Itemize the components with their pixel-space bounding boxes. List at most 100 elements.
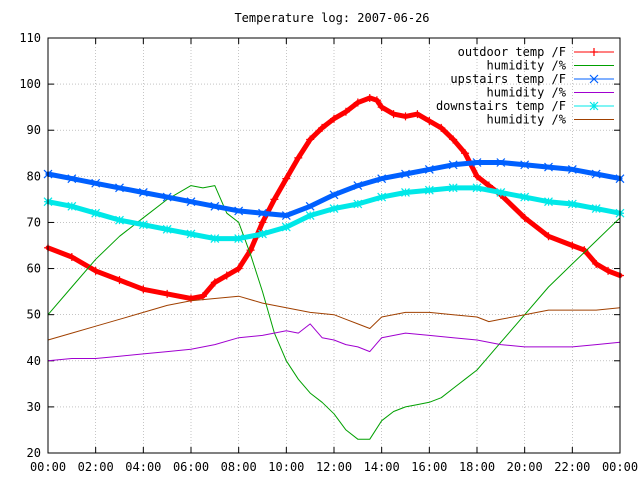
y-tick-label: 40 bbox=[27, 354, 41, 368]
x-tick-label: 00:00 bbox=[30, 460, 66, 474]
y-tick-label: 100 bbox=[19, 77, 41, 91]
x-tick-label: 06:00 bbox=[173, 460, 209, 474]
y-tick-label: 90 bbox=[27, 123, 41, 137]
data-point bbox=[186, 197, 196, 207]
data-point bbox=[198, 292, 207, 301]
y-tick-label: 30 bbox=[27, 400, 41, 414]
data-point bbox=[234, 234, 244, 244]
data-point bbox=[544, 162, 553, 172]
x-tick-label: 08:00 bbox=[221, 460, 257, 474]
data-point bbox=[401, 112, 410, 121]
data-point bbox=[567, 164, 577, 174]
data-point bbox=[138, 188, 148, 197]
y-tick-label: 80 bbox=[27, 169, 41, 183]
data-point bbox=[210, 278, 219, 287]
x-tick-label: 20:00 bbox=[507, 460, 543, 474]
data-point bbox=[377, 192, 387, 202]
data-point bbox=[162, 192, 172, 202]
data-point bbox=[365, 93, 374, 102]
data-point bbox=[401, 188, 410, 197]
data-point bbox=[520, 192, 530, 202]
data-point bbox=[91, 266, 100, 275]
data-point bbox=[413, 110, 422, 119]
data-point bbox=[341, 107, 350, 116]
legend-entry: humidity /% bbox=[487, 86, 614, 100]
data-point bbox=[318, 123, 327, 132]
data-point bbox=[591, 169, 601, 179]
data-point bbox=[258, 218, 267, 227]
data-point bbox=[353, 181, 363, 190]
x-tick-label: 00:00 bbox=[602, 460, 638, 474]
data-point bbox=[305, 211, 315, 220]
data-point bbox=[330, 114, 338, 123]
data-point bbox=[234, 206, 244, 216]
data-point bbox=[591, 204, 601, 214]
data-point bbox=[270, 195, 279, 204]
y-tick-label: 20 bbox=[27, 446, 41, 460]
series-line bbox=[47, 323, 621, 362]
legend-entry: humidity /% bbox=[487, 59, 614, 73]
y-tick-label: 60 bbox=[27, 262, 41, 276]
x-tick-label: 16:00 bbox=[411, 460, 447, 474]
data-point bbox=[353, 98, 362, 107]
x-tick-label: 10:00 bbox=[268, 460, 304, 474]
data-point bbox=[401, 169, 410, 179]
x-tick-label: 02:00 bbox=[78, 460, 114, 474]
series-line bbox=[47, 185, 621, 440]
legend-label: upstairs temp /F bbox=[450, 72, 566, 86]
y-tick-label: 110 bbox=[19, 31, 41, 45]
data-point bbox=[115, 183, 124, 193]
series-4 bbox=[43, 183, 625, 244]
data-point bbox=[234, 264, 243, 273]
data-point bbox=[604, 266, 613, 275]
data-point bbox=[353, 199, 363, 209]
data-point bbox=[329, 190, 339, 200]
data-point bbox=[67, 174, 77, 184]
legend-label: humidity /% bbox=[487, 113, 567, 127]
x-tick-label: 18:00 bbox=[459, 460, 495, 474]
data-point bbox=[461, 149, 470, 158]
data-point bbox=[544, 232, 553, 241]
x-tick-label: 04:00 bbox=[125, 460, 161, 474]
data-point bbox=[305, 201, 315, 211]
data-point bbox=[520, 160, 530, 170]
data-point bbox=[115, 276, 124, 285]
legend-entry: outdoor temp /F bbox=[458, 45, 614, 59]
legend-label: humidity /% bbox=[487, 59, 567, 73]
data-point bbox=[567, 199, 577, 209]
data-point bbox=[568, 241, 577, 250]
legend-label: outdoor temp /F bbox=[458, 45, 566, 59]
data-point bbox=[496, 158, 506, 167]
data-point bbox=[544, 197, 553, 207]
legend-label: downstairs temp /F bbox=[436, 99, 566, 113]
legend-marker bbox=[590, 48, 598, 56]
data-point bbox=[592, 259, 601, 268]
legend-entry: humidity /% bbox=[487, 113, 614, 127]
data-point bbox=[258, 208, 267, 218]
legend-label: humidity /% bbox=[487, 86, 567, 100]
series-line bbox=[47, 295, 621, 341]
plot-frame bbox=[47, 37, 621, 454]
y-tick-label: 70 bbox=[27, 215, 41, 229]
data-point bbox=[425, 117, 434, 125]
data-point bbox=[115, 215, 124, 225]
data-point bbox=[437, 123, 446, 132]
data-point bbox=[496, 188, 506, 197]
legend-marker bbox=[589, 74, 599, 84]
data-point bbox=[520, 213, 529, 222]
series-1 bbox=[47, 185, 621, 440]
series-5 bbox=[47, 295, 621, 341]
chart-title: Temperature log: 2007-06-26 bbox=[234, 11, 429, 25]
axes: 20 30 40 50 60 70 80 90 100 110 00:00 02:00 04:00 06:… bbox=[19, 31, 638, 474]
data-point bbox=[139, 285, 148, 294]
legend-entry: upstairs temp /F bbox=[450, 72, 614, 86]
series-3 bbox=[47, 323, 621, 362]
y-tick-label: 50 bbox=[27, 308, 41, 322]
data-point bbox=[91, 178, 101, 188]
legend-entry: downstairs temp /F bbox=[436, 99, 614, 113]
data-point bbox=[424, 164, 434, 174]
data-point bbox=[473, 172, 481, 181]
data-point bbox=[329, 204, 339, 214]
